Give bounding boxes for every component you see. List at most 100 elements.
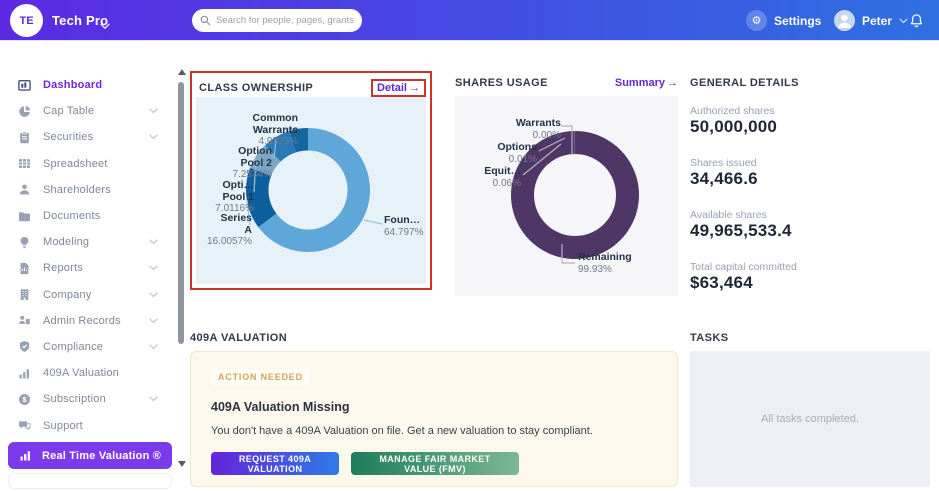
valuation-409a-card: ACTION NEEDED 409A Valuation Missing You… xyxy=(190,351,678,487)
sidebar-item-shareholders[interactable]: Shareholders xyxy=(0,177,172,203)
sidebar-item-securities[interactable]: Securities xyxy=(0,124,172,150)
top-navbar: TE Tech Pro ⚙ Settings Peter xyxy=(0,0,939,41)
general-details-item: Shares issued 34,466.6 xyxy=(690,157,758,188)
sidebar-item-cap-table[interactable]: Cap Table xyxy=(0,98,172,124)
chart-label-remaining: Remaining 99.93% xyxy=(578,251,632,275)
company-name-label: Tech Pro xyxy=(52,13,109,28)
sidebar-item-label: Compliance xyxy=(43,340,104,353)
search-icon xyxy=(200,15,211,26)
sidebar-item-real-time-valuation[interactable]: Real Time Valuation ® xyxy=(8,442,172,469)
shares-usage-chart: Warrants 0.00% Options 0.01% Equit… 0.06… xyxy=(455,96,678,296)
sidebar-item-support[interactable]: Support xyxy=(0,412,172,438)
donut-segment-common-warrants xyxy=(289,128,308,153)
general-details-item: Authorized shares 50,000,000 xyxy=(690,105,778,136)
chevron-down-icon xyxy=(149,292,158,298)
chevron-down-icon xyxy=(899,18,908,24)
sidebar-nav-list: Dashboard Cap Table Securities Spreadsheet S… xyxy=(0,72,172,439)
tasks-empty-message: All tasks completed. xyxy=(761,413,859,425)
logo-initials: TE xyxy=(19,14,34,27)
sidebar-item-documents[interactable]: Documents xyxy=(0,203,172,229)
sidebar-item-label: Subscription xyxy=(43,393,106,406)
chart-label-common-warrants: Common Warrants 4.9323% xyxy=(252,112,299,147)
sidebar-item-label: Securities xyxy=(43,131,94,144)
donut-segment-founders xyxy=(258,128,370,253)
shares-usage-donut xyxy=(510,125,639,264)
sidebar-item-label: Documents xyxy=(43,210,101,223)
sidebar-item-label: Shareholders xyxy=(43,183,111,196)
sidebar-item-label: Real Time Valuation ® xyxy=(42,449,162,462)
sidebar-item-subscription[interactable]: $ Subscription xyxy=(0,386,172,412)
dashboard-icon xyxy=(18,79,31,92)
request-409a-valuation-button[interactable]: REQUEST 409A VALUATION xyxy=(211,452,339,475)
action-needed-badge: ACTION NEEDED xyxy=(211,369,310,385)
person-icon xyxy=(18,183,31,196)
notifications-bell-icon[interactable] xyxy=(909,13,924,34)
company-logo[interactable]: TE xyxy=(10,4,43,37)
chart-label-warrants: Warrants 0.00% xyxy=(515,117,561,141)
chart-label-option-pool-1: Opti… Pool 1 7.0116% xyxy=(215,179,254,214)
sidebar-item-modeling[interactable]: Modeling xyxy=(0,229,172,255)
donut-segment-remaining xyxy=(510,131,639,259)
settings-button[interactable]: ⚙ Settings xyxy=(746,0,821,41)
folder-icon xyxy=(18,210,31,223)
sidebar-item-spreadsheet[interactable]: Spreadsheet xyxy=(0,151,172,177)
sidebar: Dashboard Cap Table Securities Spreadsheet S… xyxy=(0,41,186,491)
sidebar-scrollbar xyxy=(176,69,186,481)
valuation-409a-title: 409A VALUATION xyxy=(190,332,288,344)
sidebar-item-partial xyxy=(8,473,172,489)
scrollbar-thumb[interactable] xyxy=(178,82,184,344)
general-details-item: Available shares 49,965,533.4 xyxy=(690,209,792,240)
valuation-missing-body: You don't have a 409A Valuation on file.… xyxy=(211,425,593,437)
scroll-down-arrow[interactable] xyxy=(178,461,186,467)
global-search[interactable] xyxy=(192,9,362,32)
chevron-down-icon xyxy=(149,239,158,245)
user-menu[interactable]: Peter xyxy=(834,0,908,41)
sidebar-item-compliance[interactable]: Compliance xyxy=(0,334,172,360)
sidebar-item-label: Spreadsheet xyxy=(43,157,108,170)
sidebar-item-admin-records[interactable]: Admin Records xyxy=(0,308,172,334)
chart-label-series-a: Series A 16.0057% xyxy=(206,212,252,247)
sidebar-item-label: Admin Records xyxy=(43,314,121,327)
chart-label-founders: Foun… 64.797% xyxy=(384,214,424,238)
company-switcher[interactable]: Tech Pro xyxy=(52,0,108,41)
sidebar-item-label: Support xyxy=(43,419,83,432)
shares-usage-title: SHARES USAGE xyxy=(455,77,548,89)
clipboard-icon xyxy=(18,131,31,144)
arrow-right-icon: → xyxy=(409,82,420,94)
class-ownership-card: CLASS OWNERSHIP Detail → Common Warrants xyxy=(190,71,432,290)
id-card-icon xyxy=(18,314,31,327)
chevron-down-icon[interactable] xyxy=(100,17,110,35)
shares-usage-summary-link[interactable]: Summary → xyxy=(614,77,678,89)
class-ownership-title: CLASS OWNERSHIP xyxy=(199,82,314,94)
donut-segment-series-a xyxy=(246,167,277,228)
chart-label-equity: Equit… 0.06% xyxy=(484,165,521,189)
scroll-up-arrow[interactable] xyxy=(178,69,186,75)
general-details-title: GENERAL DETAILS xyxy=(690,77,799,89)
class-ownership-donut xyxy=(246,127,383,253)
search-input[interactable] xyxy=(216,15,354,26)
lightbulb-icon xyxy=(18,236,31,249)
chevron-down-icon xyxy=(149,396,158,402)
sidebar-item-reports[interactable]: Reports xyxy=(0,255,172,281)
shield-check-icon xyxy=(18,340,31,353)
sidebar-item-409a-valuation[interactable]: 409A Valuation xyxy=(0,360,172,386)
class-ownership-chart: Common Warrants 4.9323% Option Pool 2 7.… xyxy=(196,97,426,284)
report-icon xyxy=(18,262,31,275)
valuation-missing-heading: 409A Valuation Missing xyxy=(211,400,350,414)
tasks-card: All tasks completed. xyxy=(690,351,930,487)
dollar-circle-icon: $ xyxy=(18,393,31,406)
chat-icon xyxy=(18,419,31,432)
sidebar-item-label: Company xyxy=(43,288,92,301)
sidebar-item-dashboard[interactable]: Dashboard xyxy=(0,72,172,98)
chart-label-option-pool-2: Option Pool 2 7.2534% xyxy=(232,145,272,180)
class-ownership-detail-link[interactable]: Detail → xyxy=(371,79,426,97)
sidebar-item-company[interactable]: Company xyxy=(0,282,172,308)
manage-fmv-button[interactable]: MANAGE FAIR MARKET VALUE (FMV) xyxy=(351,452,519,475)
donut-segment-option-pool-1 xyxy=(250,145,281,176)
user-name-label: Peter xyxy=(862,13,893,28)
tasks-title: TASKS xyxy=(690,332,729,344)
chart-label-options: Options 0.01% xyxy=(497,141,537,165)
settings-label: Settings xyxy=(774,13,822,28)
general-details-panel: GENERAL DETAILS Authorized shares 50,000… xyxy=(690,77,935,292)
